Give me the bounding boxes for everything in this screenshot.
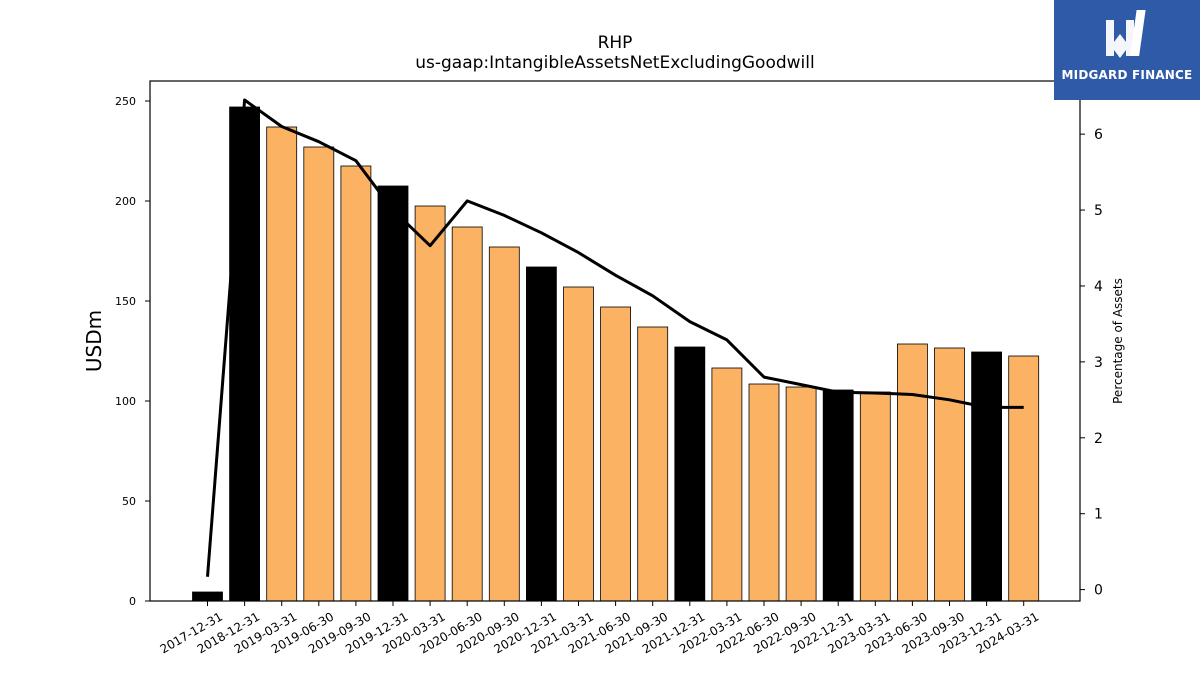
bar-2019-09-30: [340, 165, 372, 602]
logo-mark-icon: [1106, 10, 1146, 58]
y2-tick-label-2: 2: [1094, 431, 1103, 447]
y-tick-label-200: 200: [115, 195, 136, 208]
chart-subtitle: us-gaap:IntangibleAssetsNetExcludingGood…: [415, 53, 814, 73]
y2-tick-label-6: 6: [1094, 127, 1103, 143]
plot-frame: [149, 80, 1081, 602]
bar-2018-12-31: [229, 106, 261, 602]
bar-2024-03-31: [1008, 355, 1040, 602]
y2-tick-label-4: 4: [1094, 279, 1103, 295]
bar-2021-06-30: [600, 306, 631, 602]
bar-2023-03-31: [859, 391, 891, 602]
bar-2022-09-30: [785, 386, 817, 602]
chart-title: RHP: [598, 33, 633, 53]
bar-2023-12-31: [971, 351, 1002, 602]
y2-tick-label-0: 0: [1094, 583, 1103, 599]
y2-tick-label-5: 5: [1094, 203, 1103, 219]
bar-2020-03-31: [414, 205, 446, 602]
y-tick-label-50: 50: [122, 495, 136, 508]
y2-tick-label-3: 3: [1094, 355, 1103, 371]
percentage-line: [206, 98, 1024, 577]
y-tick-label-150: 150: [115, 295, 136, 308]
y-axis-label: USDm: [82, 310, 106, 372]
bar-2023-09-30: [934, 347, 965, 602]
bar-2020-06-30: [451, 226, 483, 602]
bar-2021-09-30: [637, 326, 669, 602]
y2-axis-label: Percentage of Assets: [1111, 278, 1125, 404]
y-tick-label-250: 250: [115, 95, 136, 108]
bar-2022-06-30: [748, 383, 780, 602]
bar-2023-06-30: [897, 343, 928, 602]
bar-2020-12-31: [526, 266, 557, 602]
bar-2022-03-31: [711, 367, 743, 602]
bar-2021-03-31: [563, 286, 594, 602]
bar-2019-03-31: [266, 126, 298, 602]
midgard-finance-logo: MIDGARD FINANCE: [1054, 0, 1200, 100]
bar-2022-12-31: [822, 389, 854, 602]
bar-2019-12-31: [377, 185, 409, 602]
y2-tick-label-1: 1: [1094, 507, 1103, 523]
y-tick-label-100: 100: [115, 395, 136, 408]
bar-2019-06-30: [303, 146, 335, 602]
bar-2021-12-31: [674, 346, 706, 602]
logo-text: MIDGARD FINANCE: [1061, 68, 1193, 82]
y-tick-label-0: 0: [129, 595, 136, 608]
bar-2017-12-31: [192, 591, 223, 602]
bar-2020-09-30: [488, 246, 520, 602]
